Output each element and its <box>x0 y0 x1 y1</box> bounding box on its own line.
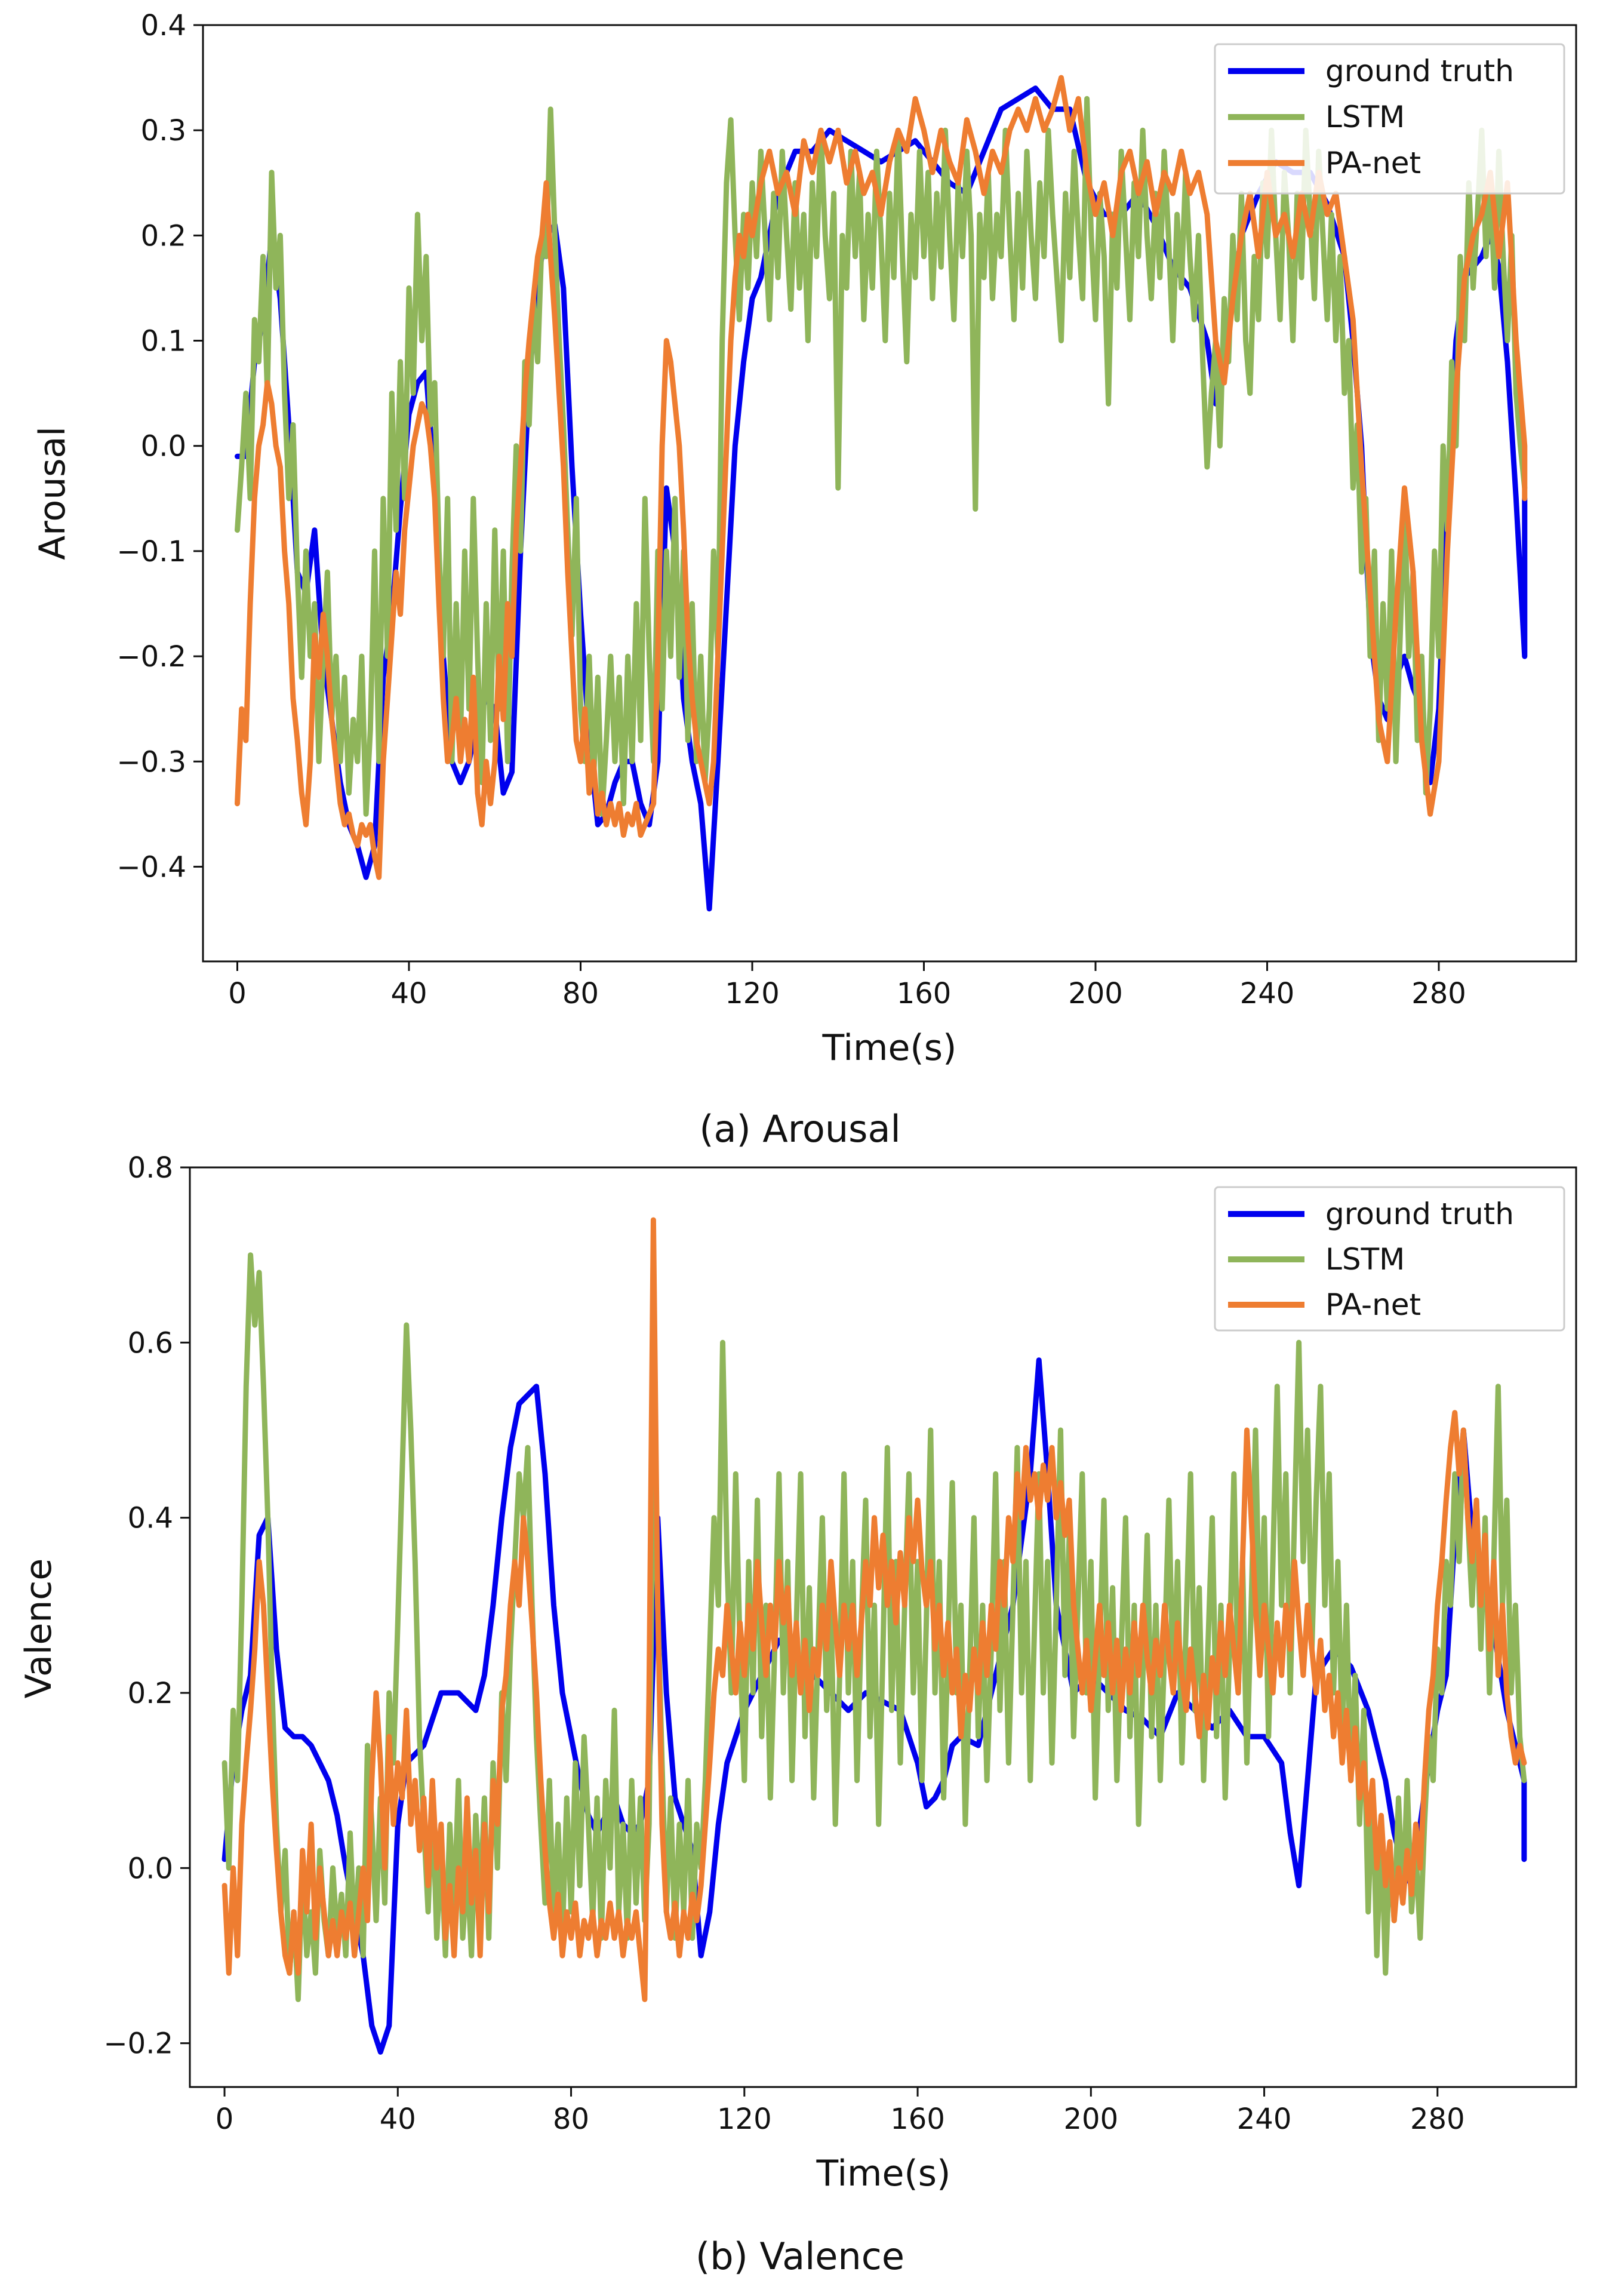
arousal-caption: (a) Arousal <box>699 1107 900 1151</box>
arousal-x-axis-title: Time(s) <box>822 1027 957 1069</box>
arousal-y-ticks: 0.4 0.3 0.2 0.1 0.0 −0.1 −0.2 −0.3 −0.4 <box>116 9 203 884</box>
arousal-plot-frame <box>202 24 1577 963</box>
arousal-y-tick-label: −0.4 <box>116 850 186 884</box>
arousal-x-tick-label: 120 <box>725 977 780 1010</box>
valence-x-tick-label: 160 <box>890 2103 945 2136</box>
arousal-x-tick-label: 160 <box>897 977 952 1010</box>
valence-plot-frame <box>189 1166 1577 2088</box>
valence-y-ticks: 0.8 0.6 0.4 0.2 0.0 −0.2 <box>103 1151 190 2061</box>
arousal-x-tick-label: 40 <box>390 977 427 1010</box>
valence-x-tick-label: 280 <box>1410 2103 1465 2136</box>
arousal-y-tick-label: 0.3 <box>141 114 186 147</box>
valence-y-tick-label: 0.4 <box>128 1502 173 1535</box>
arousal-y-tick-label: 0.4 <box>141 9 186 42</box>
valence-series-pa-net <box>221 1217 1527 2002</box>
arousal-x-tick-label: 240 <box>1240 977 1295 1010</box>
arousal-y-tick-label: 0.0 <box>141 430 186 463</box>
valence-legend-frame <box>1214 1186 1565 1332</box>
valence-x-tick-label: 240 <box>1237 2103 1292 2136</box>
valence-x-tick-label: 200 <box>1063 2103 1118 2136</box>
valence-x-tick-label: 0 <box>216 2103 234 2136</box>
arousal-legend-label: LSTM <box>1325 100 1405 134</box>
valence-x-axis-title: Time(s) <box>816 2153 951 2194</box>
valence-caption: (b) Valence <box>696 2234 904 2278</box>
arousal-x-tick-label: 0 <box>228 977 247 1010</box>
valence-y-tick-label: −0.2 <box>103 2027 173 2061</box>
arousal-y-tick-label: −0.2 <box>116 640 186 674</box>
valence-y-tick-label: 0.2 <box>128 1677 173 1710</box>
valence-legend-label: PA-net <box>1325 1287 1421 1322</box>
arousal-x-tick-label: 80 <box>562 977 599 1010</box>
arousal-series-group <box>235 75 1528 912</box>
valence-x-ticks: 0 40 80 120 160 200 240 280 <box>216 2087 1465 2136</box>
arousal-y-tick-label: 0.1 <box>141 325 186 358</box>
arousal-y-axis-title: Arousal <box>32 426 73 560</box>
valence-series-group <box>221 1217 1527 2055</box>
valence-legend-label: LSTM <box>1325 1242 1405 1277</box>
arousal-x-tick-label: 280 <box>1411 977 1466 1010</box>
valence-x-tick-label: 120 <box>717 2103 772 2136</box>
valence-y-axis-title: Valence <box>18 1559 60 1699</box>
arousal-legend: ground truth LSTM PA-net <box>1214 43 1565 195</box>
arousal-x-ticks: 0 40 80 120 160 200 240 280 <box>228 961 1466 1010</box>
arousal-series-lstm <box>235 96 1528 817</box>
valence-legend-label: ground truth <box>1325 1197 1514 1231</box>
valence-series-lstm <box>221 1252 1527 2002</box>
arousal-series-pa-net <box>235 75 1528 880</box>
valence-x-tick-label: 40 <box>380 2103 416 2136</box>
arousal-y-tick-label: −0.3 <box>116 745 186 779</box>
arousal-legend-frame <box>1214 43 1565 195</box>
arousal-chart: 0 40 80 120 160 200 240 280 0.4 0.3 0.2 0.1 0.0 −0.1… <box>32 9 1577 1151</box>
valence-y-tick-label: 0.0 <box>128 1852 173 1885</box>
valence-legend: ground truth LSTM PA-net <box>1214 1186 1565 1332</box>
arousal-legend-label: ground truth <box>1325 54 1514 88</box>
arousal-x-tick-label: 200 <box>1068 977 1123 1010</box>
arousal-legend-label: PA-net <box>1325 146 1421 180</box>
arousal-y-tick-label: −0.1 <box>116 535 186 568</box>
valence-x-tick-label: 80 <box>553 2103 589 2136</box>
arousal-y-tick-label: 0.2 <box>141 219 186 253</box>
valence-y-tick-label: 0.8 <box>128 1151 173 1185</box>
valence-y-tick-label: 0.6 <box>128 1326 173 1360</box>
valence-chart: 0 40 80 120 160 200 240 280 0.8 0.6 0.4 0.2 0.0 −0.2… <box>18 1151 1577 2278</box>
valence-series-ground-truth <box>221 1357 1527 2055</box>
